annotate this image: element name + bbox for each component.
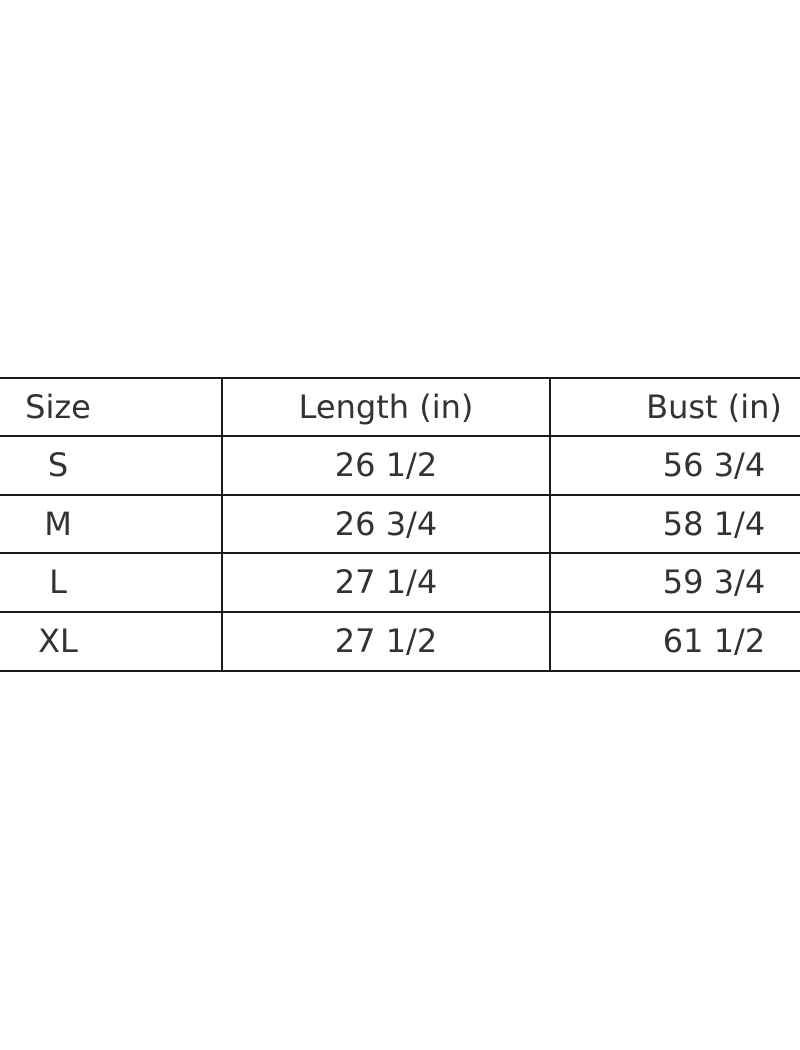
table-cell: 26 1/2 bbox=[334, 446, 438, 484]
table-cell: 61 1/2 bbox=[662, 622, 766, 660]
table-cell: 27 1/2 bbox=[334, 622, 438, 660]
column-header: Length (in) bbox=[298, 388, 474, 426]
table-cell: 59 3/4 bbox=[662, 563, 766, 601]
table-border bbox=[0, 552, 800, 554]
table-border bbox=[0, 494, 800, 496]
table-cell: XL bbox=[38, 622, 78, 660]
table-cell: 26 3/4 bbox=[334, 505, 438, 543]
table-border bbox=[0, 435, 800, 437]
column-divider bbox=[221, 378, 223, 672]
column-header: Size bbox=[25, 388, 91, 426]
table-cell: 58 1/4 bbox=[662, 505, 766, 543]
table-cell: S bbox=[47, 446, 69, 484]
table-border bbox=[0, 670, 800, 672]
table-cell: 27 1/4 bbox=[334, 563, 438, 601]
column-divider bbox=[549, 378, 551, 672]
table-border bbox=[0, 611, 800, 613]
table-cell: 56 3/4 bbox=[662, 446, 766, 484]
column-header: Bust (in) bbox=[646, 388, 782, 426]
table-cell: M bbox=[44, 505, 72, 543]
table-cell: L bbox=[49, 563, 67, 601]
table-border bbox=[0, 377, 800, 379]
